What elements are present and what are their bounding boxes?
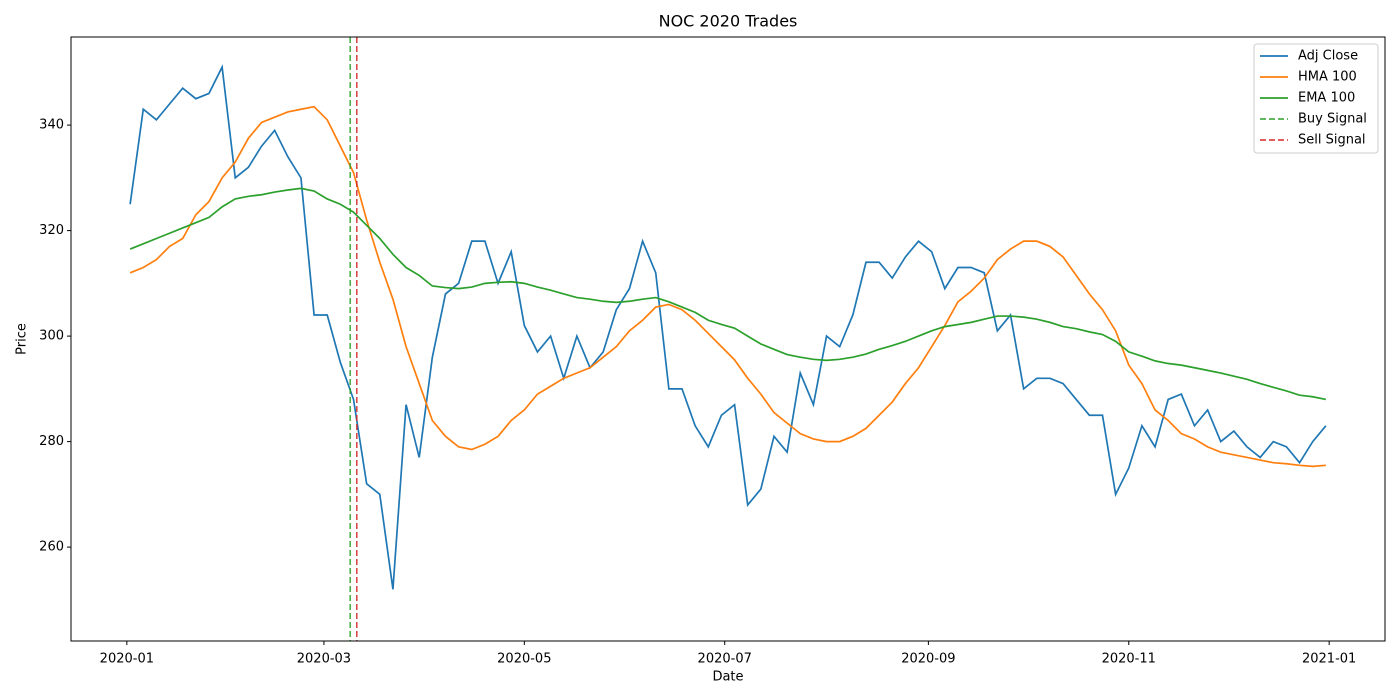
y-tick-label: 260 xyxy=(39,540,64,555)
x-tick-label: 2020-09 xyxy=(901,652,955,667)
y-tick-label: 300 xyxy=(39,329,64,344)
x-tick-label: 2020-03 xyxy=(297,652,351,667)
legend-label: Adj Close xyxy=(1298,49,1358,64)
legend-label: EMA 100 xyxy=(1298,91,1355,106)
legend-label: Buy Signal xyxy=(1298,112,1367,127)
x-tick-label: 2020-07 xyxy=(698,652,752,667)
x-tick-label: 2020-05 xyxy=(497,652,551,667)
y-axis-label: Price xyxy=(15,323,30,355)
legend-label: Sell Signal xyxy=(1298,133,1366,148)
chart-title: NOC 2020 Trades xyxy=(659,12,798,31)
x-tick-label: 2021-01 xyxy=(1302,652,1356,667)
legend: Adj Close HMA 100 EMA 100 Buy Signal Sell Si… xyxy=(1253,43,1379,154)
legend-label: HMA 100 xyxy=(1298,70,1357,85)
y-tick-label: 320 xyxy=(39,223,64,238)
plot-frame xyxy=(70,36,1386,642)
series-line xyxy=(129,187,1327,401)
y-tick-label: 280 xyxy=(39,434,64,449)
x-tick-label: 2020-11 xyxy=(1102,652,1156,667)
x-axis-label: Date xyxy=(712,670,743,685)
y-tick-label: 340 xyxy=(39,118,64,133)
series-line xyxy=(129,105,1326,468)
x-tick-label: 2020-01 xyxy=(100,652,154,667)
series-line xyxy=(129,64,1327,590)
legend-box xyxy=(1253,43,1379,154)
